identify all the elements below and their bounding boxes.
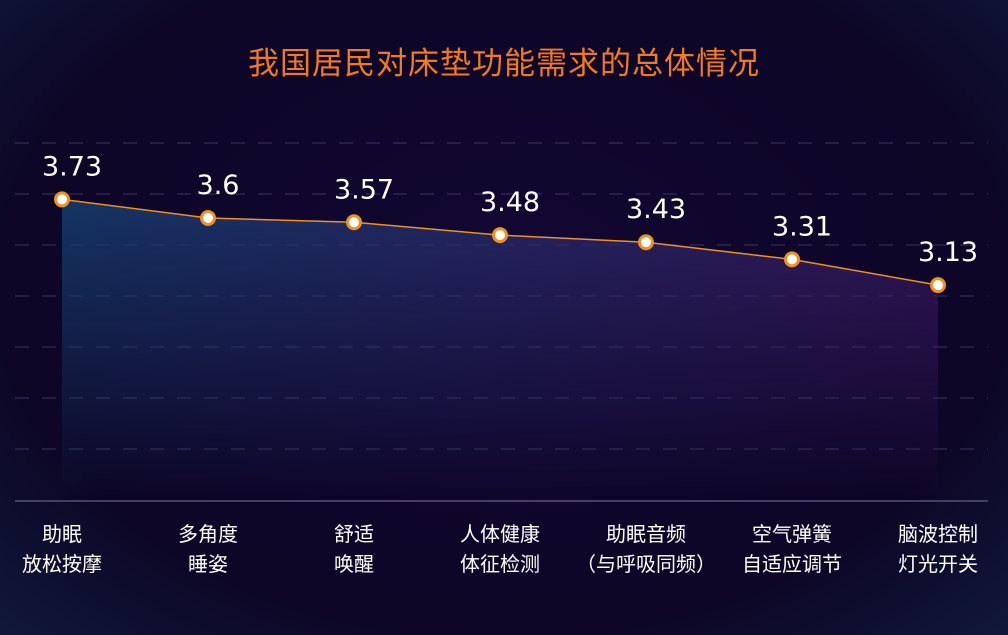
x-tick-label: 人体健康 体征检测 [427, 519, 573, 579]
data-label: 3.31 [772, 211, 832, 242]
x-tick-label: 助眠 放松按摩 [0, 519, 135, 579]
data-point [492, 227, 508, 244]
x-tick-label: 多角度 睡姿 [135, 519, 281, 579]
x-tick-label-line: 人体健康 [460, 522, 540, 546]
x-tick-label-line: 唤醒 [334, 552, 374, 576]
chart-title: 我国居民对床垫功能需求的总体情况 [248, 46, 760, 82]
x-tick-label-line: 脑波控制 [898, 522, 978, 546]
x-tick-label-line: （与呼吸同频） [576, 552, 716, 576]
x-tick-label: 助眠音频 （与呼吸同频） [573, 519, 719, 579]
data-point [638, 234, 654, 251]
data-label: 3.43 [626, 194, 686, 225]
x-tick-label-line: 体征检测 [460, 552, 540, 576]
data-point [930, 277, 946, 294]
x-tick-label-line: 睡姿 [188, 552, 228, 576]
area-fill [62, 199, 938, 500]
data-point [346, 214, 362, 231]
x-tick-label-line: 助眠音频 [606, 522, 686, 546]
x-tick-label-line: 多角度 [178, 522, 238, 546]
x-tick-label-line: 自适应调节 [742, 552, 842, 576]
x-tick-label: 舒适 唤醒 [281, 519, 427, 579]
x-tick-label: 空气弹簧 自适应调节 [719, 519, 865, 579]
data-label: 3.13 [918, 237, 978, 268]
data-point [784, 251, 800, 268]
x-tick-label: 脑波控制 灯光开关 [865, 519, 1008, 579]
data-label: 3.73 [42, 151, 102, 182]
data-label: 3.6 [197, 170, 240, 201]
x-tick-label-line: 舒适 [334, 522, 374, 546]
data-label: 3.57 [334, 174, 394, 205]
data-label: 3.48 [480, 187, 540, 218]
data-point [200, 209, 216, 226]
x-tick-label-line: 助眠 [42, 522, 82, 546]
data-point [54, 191, 70, 208]
x-tick-label-line: 放松按摩 [22, 552, 102, 576]
x-tick-label-line: 空气弹簧 [752, 522, 832, 546]
x-tick-label-line: 灯光开关 [898, 552, 978, 576]
